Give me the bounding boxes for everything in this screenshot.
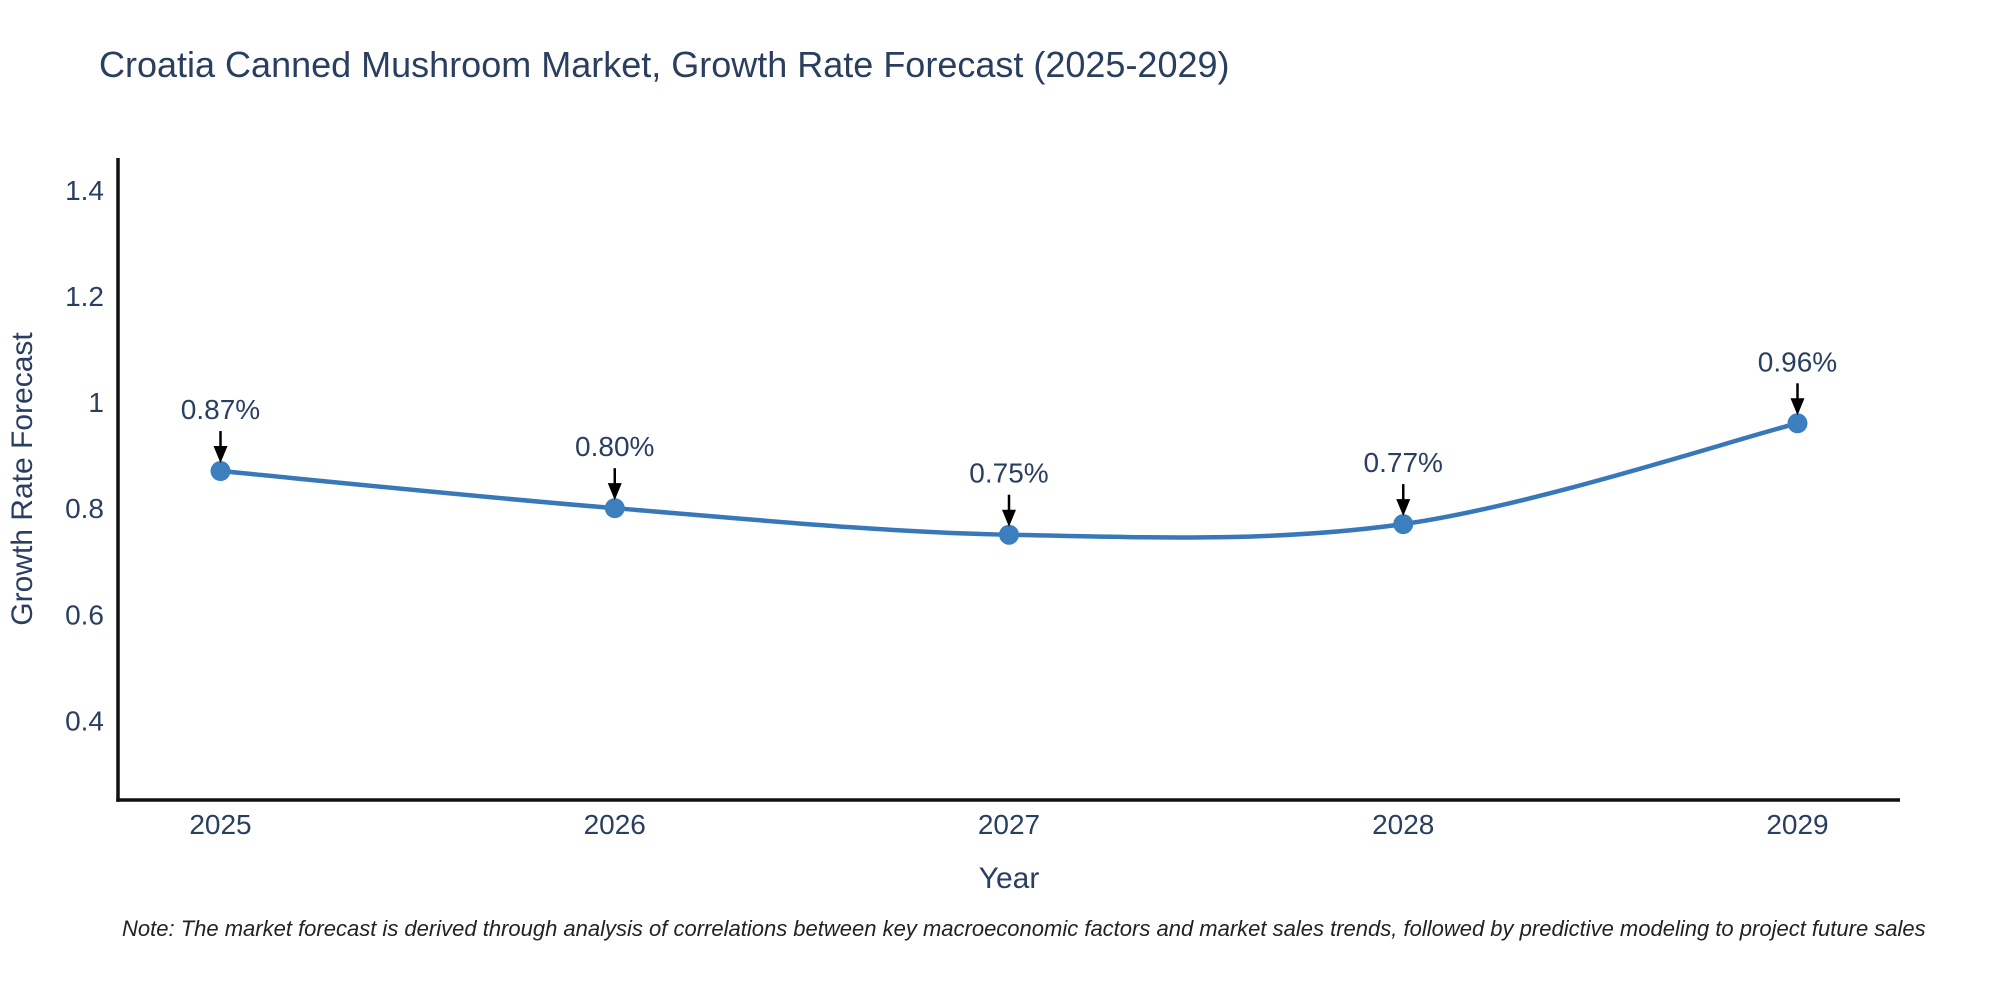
data-point — [1393, 514, 1414, 535]
y-tick-label: 1.4 — [65, 175, 104, 206]
x-tick-label: 2027 — [978, 809, 1040, 840]
annotation-arrowhead-icon — [1002, 509, 1016, 527]
y-tick-label: 1.2 — [65, 281, 104, 312]
data-point — [210, 461, 231, 482]
x-tick-label: 2028 — [1372, 809, 1434, 840]
x-tick-label: 2026 — [584, 809, 646, 840]
x-tick-label: 2025 — [189, 809, 251, 840]
point-value-label: 0.80% — [575, 431, 654, 462]
annotation-arrowhead-icon — [1790, 398, 1805, 416]
footnote: Note: The market forecast is derived thr… — [122, 916, 1926, 941]
annotation-arrowhead-icon — [1396, 499, 1411, 517]
data-point — [1787, 413, 1808, 434]
y-axis-title: Growth Rate Forecast — [6, 332, 39, 626]
y-tick-label: 1 — [88, 387, 104, 418]
point-value-label: 0.77% — [1364, 447, 1443, 478]
data-point — [999, 524, 1019, 545]
point-value-label: 0.75% — [969, 458, 1048, 489]
y-tick-label: 0.4 — [65, 705, 104, 736]
x-tick-label: 2029 — [1766, 809, 1828, 840]
y-tick-label: 0.6 — [65, 599, 104, 630]
point-value-label: 0.87% — [181, 394, 260, 425]
annotation-arrowhead-icon — [607, 483, 622, 501]
data-point — [604, 498, 625, 519]
annotation-arrowhead-icon — [213, 446, 228, 464]
chart-title: Croatia Canned Mushroom Market, Growth R… — [99, 44, 1230, 85]
y-tick-label: 0.8 — [65, 493, 104, 524]
point-value-label: 0.96% — [1758, 346, 1837, 377]
x-axis-title: Year — [979, 862, 1040, 895]
